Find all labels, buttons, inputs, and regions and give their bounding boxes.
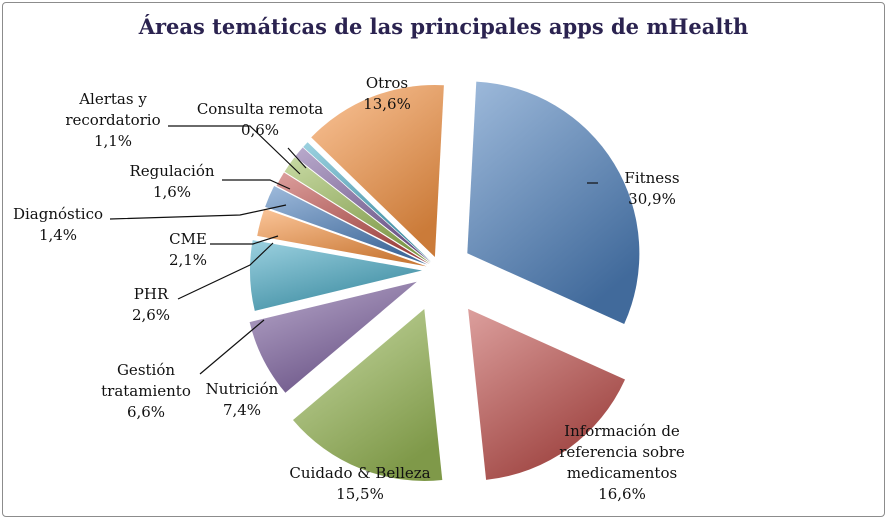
data-label-line: medicamentos — [567, 464, 677, 482]
data-label-line: 13,6% — [363, 95, 411, 113]
pie-slice — [293, 309, 443, 481]
data-label: Otros 13,6% — [363, 74, 411, 113]
leader-line — [287, 147, 307, 169]
data-label-line: 15,5% — [336, 485, 384, 503]
leader-line — [222, 179, 291, 190]
data-label-line: 0,6% — [241, 121, 279, 139]
pie-slice — [311, 84, 444, 258]
pie-slice — [295, 147, 431, 263]
data-label-line: Consulta remota — [197, 100, 323, 118]
data-label: Gestión tratamiento 6,6% — [101, 361, 191, 421]
leader-line — [177, 242, 274, 300]
data-label-line: 2,1% — [169, 251, 207, 269]
data-label: Regulación 1,6% — [129, 162, 214, 201]
data-label-line: recordatorio — [65, 111, 160, 129]
data-label-line: Gestión — [117, 361, 175, 379]
data-label-line: Diagnóstico — [13, 205, 103, 223]
leader-line — [168, 125, 301, 175]
pie-slice — [257, 208, 427, 267]
pie-slice — [468, 308, 625, 480]
data-label-line: Alertas y — [78, 90, 147, 108]
data-label-line: 6,6% — [127, 403, 165, 421]
data-label-line: Regulación — [129, 162, 214, 180]
data-label-line: Cuidado & Belleza — [289, 464, 430, 482]
data-label-line: Información de — [564, 422, 680, 440]
data-label-line: PHR — [134, 285, 169, 303]
pie-slice — [276, 172, 430, 265]
data-label-line: 1,6% — [153, 183, 191, 201]
pie-slice — [265, 186, 428, 265]
leader-line — [210, 235, 279, 245]
data-label-line: Nutrición — [206, 380, 279, 398]
pie-slice — [284, 157, 431, 264]
data-label-line: tratamiento — [101, 382, 191, 400]
leader-line — [199, 319, 265, 375]
data-label: Fitness 30,9% — [624, 169, 679, 208]
pie-slice — [467, 81, 640, 324]
data-label: Nutrición 7,4% — [206, 380, 279, 419]
data-label-line: Fitness — [624, 169, 679, 187]
data-label-line: 16,6% — [598, 485, 646, 503]
data-label: Alertas y recordatorio 1,1% — [65, 90, 160, 150]
data-label-line: 7,4% — [223, 401, 261, 419]
pie-slice — [249, 240, 422, 311]
data-label-line: 30,9% — [628, 190, 676, 208]
data-label: Consulta remota 0,6% — [197, 100, 323, 139]
data-label: Cuidado & Belleza 15,5% — [289, 464, 430, 503]
data-label: Diagnóstico 1,4% — [13, 205, 103, 244]
data-label: CME 2,1% — [169, 230, 207, 269]
pie-slice — [303, 142, 432, 262]
data-label-line: 1,1% — [94, 132, 132, 150]
pie-slice — [249, 281, 417, 393]
data-label-line: 1,4% — [39, 226, 77, 244]
data-label-line: Otros — [366, 74, 408, 92]
data-label-line: referencia sobre — [559, 443, 685, 461]
data-label-line: 2,6% — [132, 306, 170, 324]
leader-line — [109, 204, 287, 220]
data-label: Información de referencia sobre medicament… — [559, 422, 685, 503]
data-label: PHR 2,6% — [132, 285, 170, 324]
chart-title: Áreas temáticas de las principales apps … — [138, 14, 749, 39]
data-label-line: CME — [169, 230, 207, 248]
